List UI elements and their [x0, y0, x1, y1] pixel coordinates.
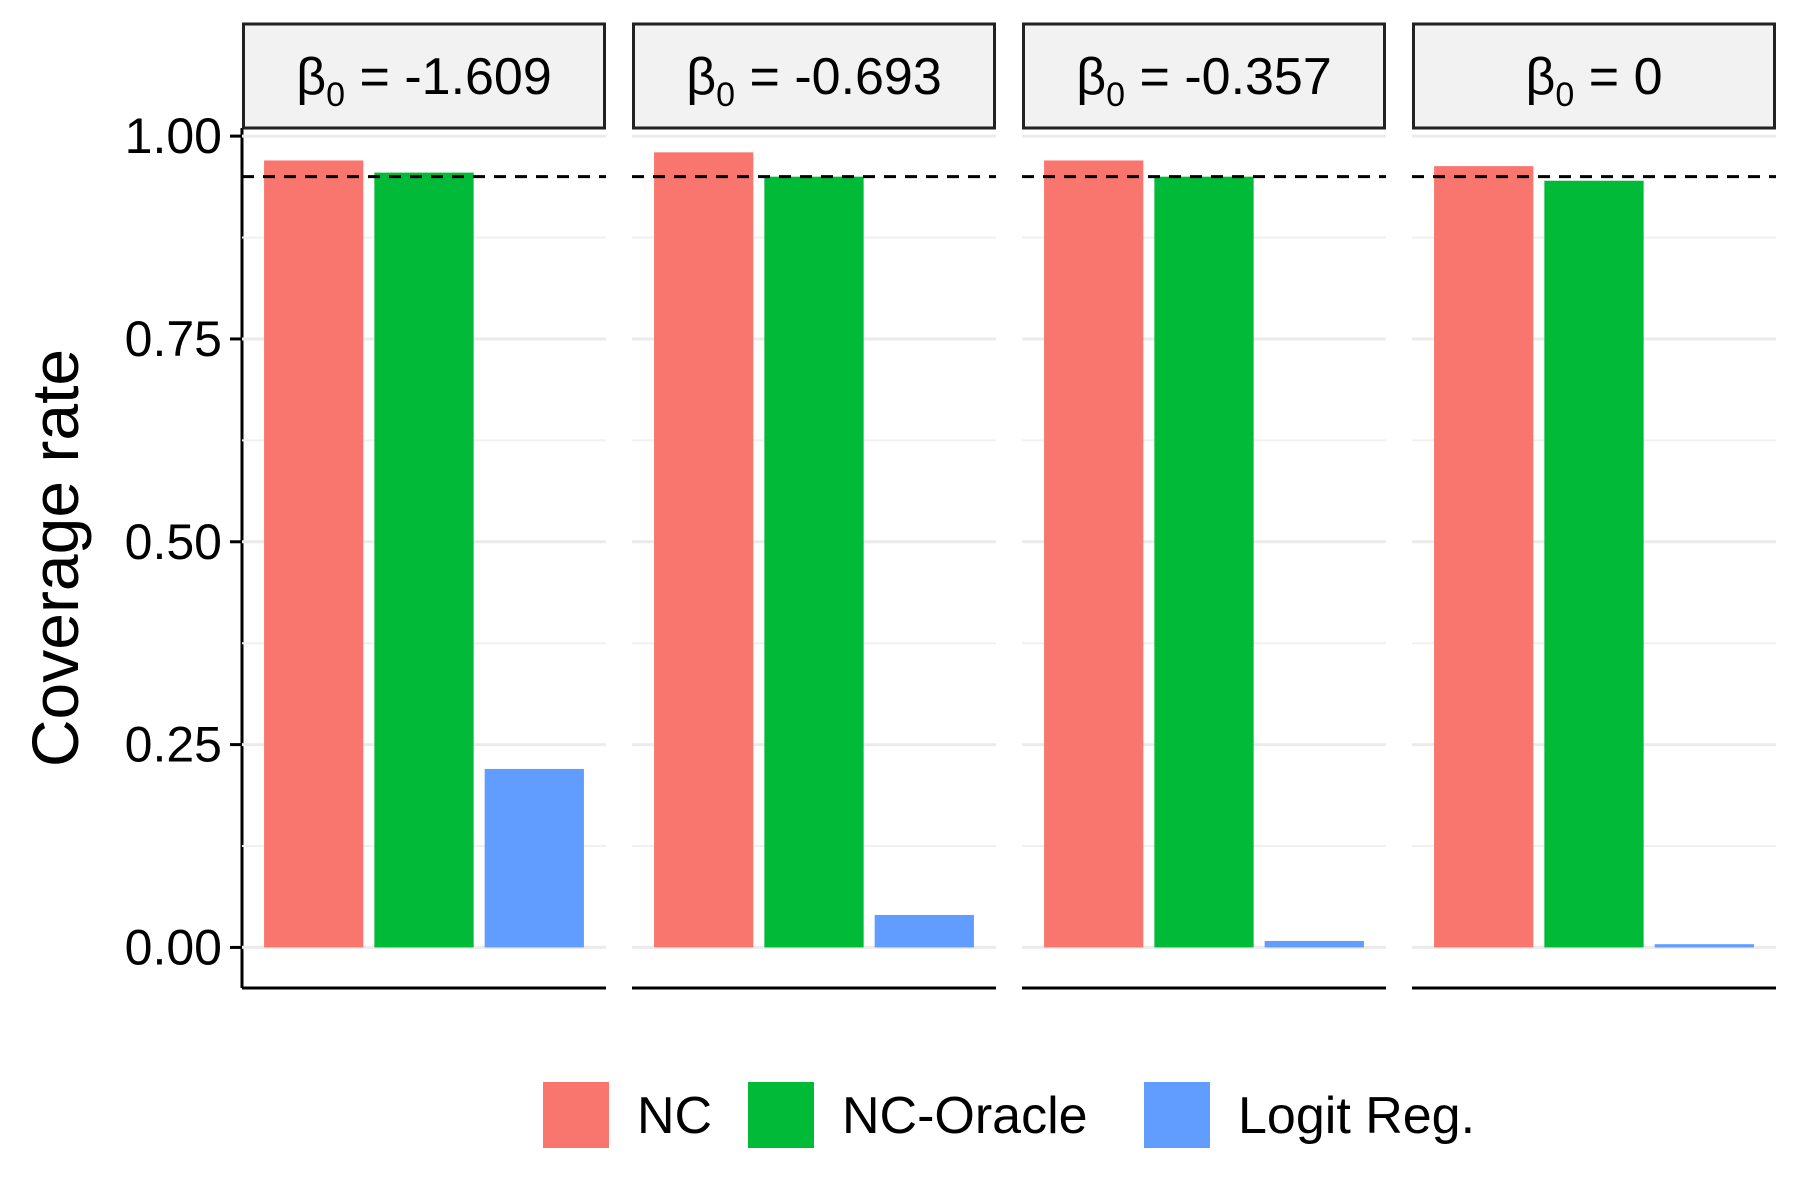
bar-logit-reg: [1654, 944, 1754, 948]
legend: NC NC-Oracle Logit Reg.: [543, 1082, 1475, 1148]
facet-strip-value: -0.357: [1184, 48, 1331, 106]
bar-nc: [264, 160, 364, 948]
facet-panels: β0 = -1.609 β0 = -0.693 β0 = -0.357 β0 = 0: [242, 22, 1776, 990]
facet-strip-value: -1.609: [404, 48, 551, 106]
legend-label-nc-oracle: NC-Oracle: [842, 1087, 1088, 1145]
bar-nc: [654, 152, 754, 948]
facet-strip-subscript: 0: [326, 76, 345, 114]
bar-logit-reg: [1264, 940, 1364, 948]
y-axis: 0.00 0.25 0.50 0.75 1.00: [125, 108, 244, 988]
facet-strip-symbol: β: [296, 48, 326, 106]
facet-strip-equals: =: [735, 48, 794, 106]
bar-logit-reg: [874, 914, 974, 948]
legend-key-logit-reg: [1144, 1082, 1210, 1148]
facet-strip: [1022, 22, 1386, 130]
facet-strip-label: β0 = -0.693: [686, 48, 942, 114]
bar-nc: [1044, 160, 1144, 948]
bar-nc-oracle: [1544, 180, 1644, 948]
facet-strip-equals: =: [1574, 48, 1633, 106]
legend-label-logit-reg: Logit Reg.: [1238, 1087, 1475, 1145]
y-axis-title: Coverage rate: [18, 349, 92, 767]
bar-nc-oracle: [764, 176, 864, 948]
facet-strip-symbol: β: [1525, 48, 1555, 106]
facet-panel: β0 = 0: [1412, 22, 1776, 990]
facet-strip-subscript: 0: [1555, 76, 1574, 114]
y-tick-label: 1.00: [125, 108, 222, 164]
bar-nc-oracle: [1154, 176, 1254, 948]
facet-strip-value: 0: [1634, 48, 1663, 106]
legend-key-nc: [543, 1082, 609, 1148]
y-tick-label: 0.25: [125, 717, 222, 773]
y-tick-label: 0.50: [125, 514, 222, 570]
facet-strip-symbol: β: [686, 48, 716, 106]
facet-strip: [242, 22, 606, 130]
legend-key-nc-oracle: [748, 1082, 814, 1148]
bar-nc: [1434, 166, 1534, 948]
facet-strip-equals: =: [1125, 48, 1184, 106]
facet-panel: β0 = -1.609: [242, 22, 606, 990]
facet-strip-subscript: 0: [716, 76, 735, 114]
legend-label-nc: NC: [637, 1087, 712, 1145]
facet-strip-label: β0 = 0: [1525, 48, 1662, 114]
facet-panel: β0 = -0.693: [632, 22, 996, 990]
bar-logit-reg: [484, 768, 584, 948]
facet-panel: β0 = -0.357: [1022, 22, 1386, 990]
y-tick-label: 0.75: [125, 311, 222, 367]
facet-strip-label: β0 = -1.609: [296, 48, 552, 114]
facet-strip: [1412, 22, 1776, 130]
facet-strip-value: -0.693: [794, 48, 941, 106]
facet-strip-label: β0 = -0.357: [1076, 48, 1332, 114]
y-tick-label: 0.00: [125, 919, 222, 975]
bar-nc-oracle: [374, 172, 474, 948]
facet-strip-subscript: 0: [1106, 76, 1125, 114]
facet-strip: [632, 22, 996, 130]
facet-strip-equals: =: [345, 48, 404, 106]
facet-strip-symbol: β: [1076, 48, 1106, 106]
